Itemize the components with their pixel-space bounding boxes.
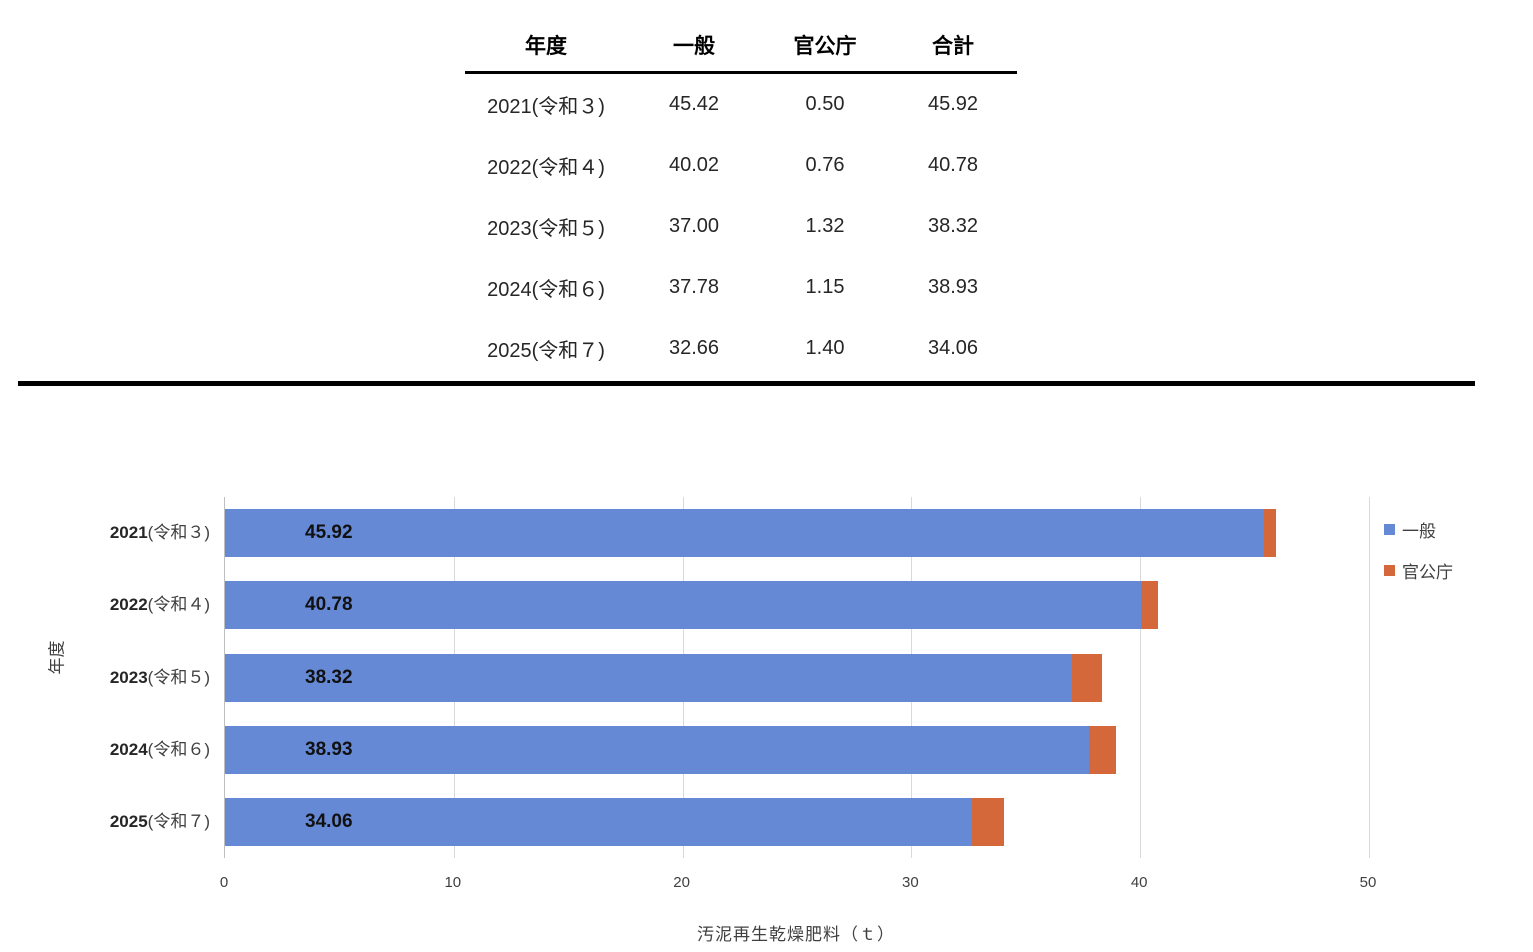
table-cell-government: 1.32 — [805, 215, 845, 237]
bar-segment-一般[interactable] — [225, 797, 973, 846]
bar-segment-官公庁[interactable] — [972, 797, 1005, 846]
table-cell-general: 37.78 — [668, 276, 720, 298]
table-cell-government: 0.50 — [805, 93, 845, 115]
table-row: 2025(令和７) 32.66 1.40 34.06 — [465, 318, 1017, 379]
table-cell-total: 38.32 — [927, 215, 979, 237]
bar-segment-官公庁[interactable] — [1071, 653, 1102, 702]
category-label: 2025(令和７) — [109, 811, 210, 831]
table-cell-year: 2025(令和７) — [487, 340, 605, 362]
table-header-cell: 官公庁 — [793, 35, 857, 58]
table-header-row: 年度 一般 官公庁 合計 — [465, 19, 1017, 74]
table-cell-general: 37.00 — [668, 215, 720, 237]
category-label: 2021(令和３) — [109, 523, 210, 543]
bar-segment-一般[interactable] — [225, 509, 1265, 558]
x-tick-label: 10 — [444, 874, 462, 891]
gridline — [1369, 497, 1370, 858]
bar-row — [225, 653, 1369, 702]
legend-label: 官公庁 — [1402, 563, 1453, 582]
x-tick-label: 40 — [1130, 874, 1148, 891]
x-axis-title: 汚泥再生乾燥肥料（ｔ） — [697, 925, 895, 944]
bar-segment-一般[interactable] — [225, 653, 1072, 702]
legend-label: 一般 — [1402, 522, 1436, 541]
category-label: 2022(令和４) — [109, 595, 210, 615]
table-cell-general: 40.02 — [668, 154, 720, 176]
legend-entry-一般[interactable]: 一般 — [1384, 517, 1453, 542]
x-tick-label: 30 — [902, 874, 919, 891]
table-cell-government: 1.40 — [805, 337, 845, 359]
x-tick-label: 20 — [673, 874, 690, 891]
bar-total-label: 34.06 — [305, 810, 353, 832]
legend-swatch-icon — [1384, 565, 1395, 576]
bar-row — [225, 725, 1369, 774]
legend-swatch-icon — [1384, 524, 1395, 535]
gridline — [1140, 497, 1142, 858]
table-cell-total: 45.92 — [927, 93, 979, 115]
bar-segment-官公庁[interactable] — [1140, 581, 1159, 630]
table-row: 2023(令和５) 37.00 1.32 38.32 — [465, 196, 1017, 257]
x-tick-label: 0 — [219, 874, 229, 891]
category-year: 2021 — [109, 523, 148, 543]
table-header-cell: 一般 — [673, 35, 715, 58]
table-header-cell: 年度 — [525, 35, 567, 58]
table-row: 2024(令和６) 37.78 1.15 38.93 — [465, 257, 1017, 318]
category-label: 2023(令和５) — [109, 667, 210, 687]
table-cell-total: 40.78 — [927, 154, 979, 176]
bar-total-label: 40.78 — [305, 594, 353, 616]
section-divider — [18, 381, 1475, 386]
category-label: 2024(令和６) — [109, 739, 210, 759]
category-year: 2022 — [109, 595, 148, 615]
table-row: 2022(令和４) 40.02 0.76 40.78 — [465, 135, 1017, 196]
bar-segment-一般[interactable] — [225, 581, 1141, 630]
table-cell-total: 34.06 — [927, 337, 979, 359]
table-cell-general: 32.66 — [668, 337, 720, 359]
table-header-cell: 合計 — [932, 35, 974, 58]
table-cell-year: 2022(令和４) — [487, 157, 605, 179]
legend-entry-官公庁[interactable]: 官公庁 — [1384, 558, 1453, 583]
table-cell-government: 0.76 — [805, 154, 845, 176]
x-tick-label: 50 — [1359, 874, 1377, 891]
bar-row — [225, 509, 1369, 558]
legend: 一般 官公庁 — [1384, 517, 1453, 599]
table-cell-general: 45.42 — [668, 93, 720, 115]
plot-area: 45.92 40.78 38.32 38.93 34.06 — [224, 497, 1370, 858]
category-year: 2024 — [109, 739, 148, 759]
table-cell-year: 2021(令和３) — [487, 96, 605, 118]
category-year: 2023 — [109, 667, 148, 687]
table-cell-year: 2024(令和６) — [487, 279, 605, 301]
category-year: 2025 — [109, 811, 148, 831]
table-row: 2021(令和３) 45.42 0.50 45.92 — [465, 74, 1017, 135]
bar-row — [225, 581, 1369, 630]
summary-table: 年度 一般 官公庁 合計 2021(令和３) 45.42 0.50 45.92 2022(令和… — [465, 19, 1017, 379]
bar-total-label: 45.92 — [305, 522, 353, 544]
bar-segment-一般[interactable] — [225, 725, 1090, 774]
table-cell-total: 38.93 — [927, 276, 979, 298]
table-body: 2021(令和３) 45.42 0.50 45.92 2022(令和４) 40.02 0.7… — [465, 74, 1017, 379]
bar-total-label: 38.93 — [305, 738, 353, 760]
bar-segment-官公庁[interactable] — [1264, 509, 1276, 558]
table-cell-government: 1.15 — [805, 276, 845, 298]
bar-segment-官公庁[interactable] — [1089, 725, 1116, 774]
bar-row — [225, 797, 1369, 846]
table-cell-year: 2023(令和５) — [487, 218, 605, 240]
bar-total-label: 38.32 — [305, 666, 353, 688]
